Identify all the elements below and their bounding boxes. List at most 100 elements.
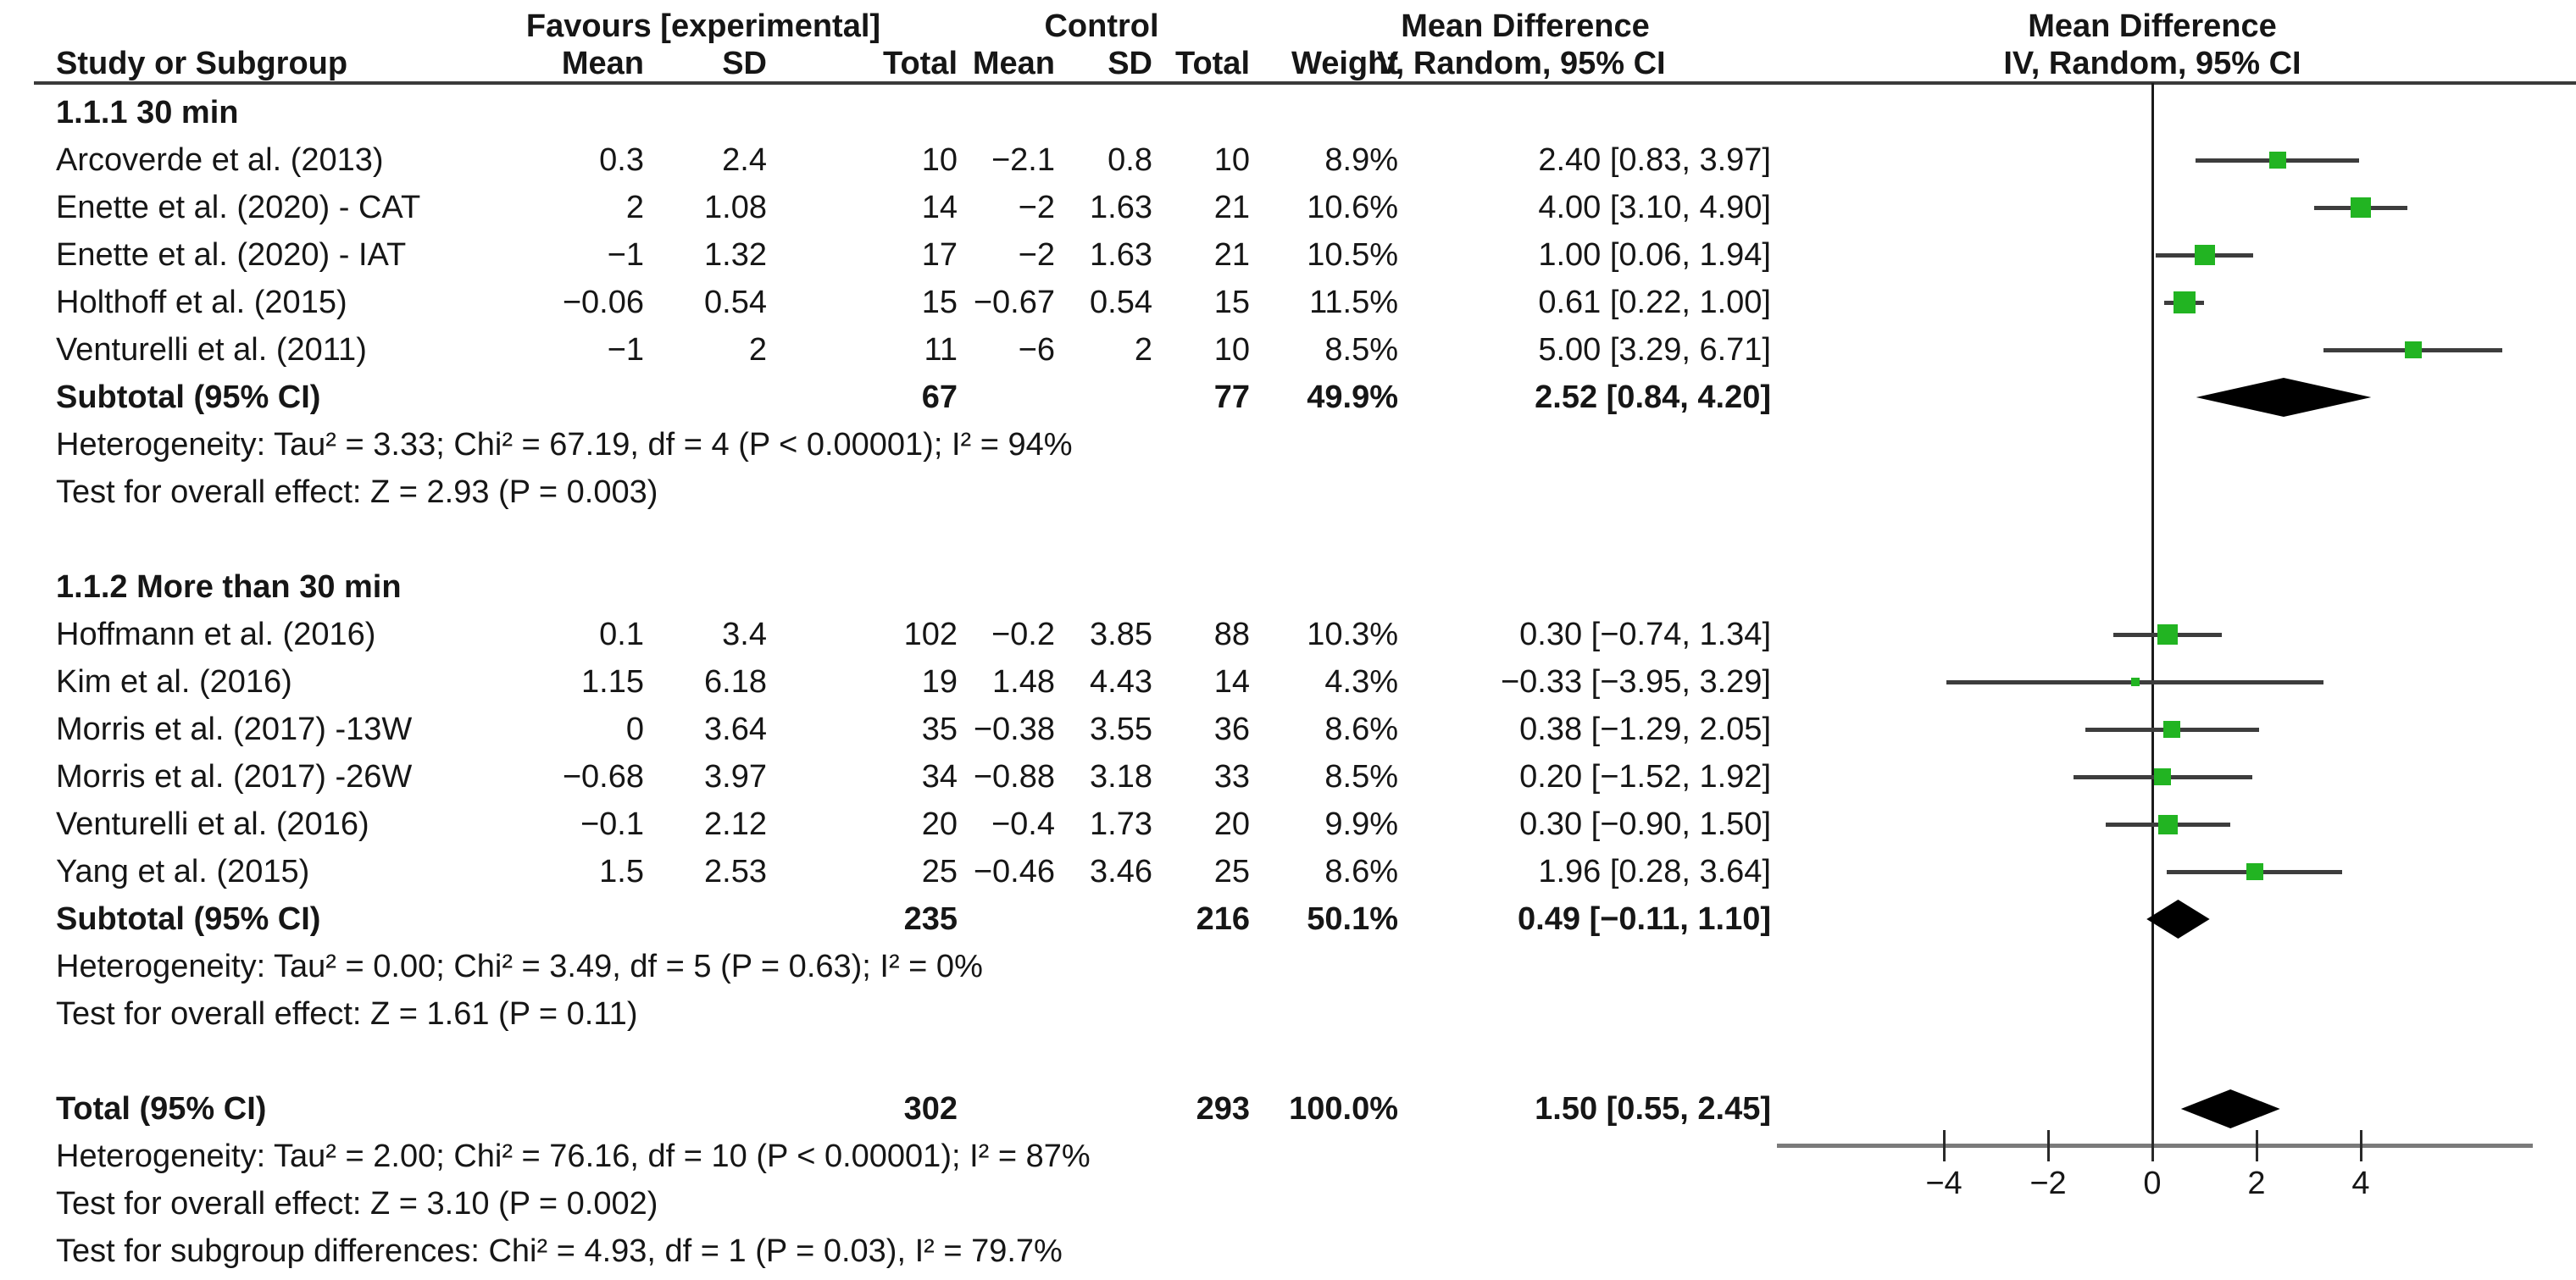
ctl-n-cell: 10 <box>1213 332 1250 368</box>
ctl-mean-cell: −0.88 <box>973 759 1055 795</box>
study-column-header: Study or Subgroup <box>56 46 348 81</box>
heterogeneity-row: Heterogeneity: Tau² = 0.00; Chi² = 3.49,… <box>0 943 2576 990</box>
exp-mean-header: Mean <box>561 46 644 81</box>
effect-square <box>2404 341 2422 358</box>
zero-reference-line <box>2151 83 2154 1144</box>
study-label: Venturelli et al. (2011) <box>56 332 367 368</box>
total-row: Total (95% CI) 302 293 100.0% 1.50 [0.55, 2.… <box>0 1085 2576 1133</box>
weight-cell: 8.5% <box>1324 332 1398 368</box>
effect-square <box>2154 768 2172 785</box>
effect-square <box>2351 197 2371 218</box>
ctl-n-cell: 216 <box>1196 901 1250 937</box>
ctl-mean-header: Mean <box>972 46 1055 81</box>
study-row: Enette et al. (2020) - IAT −1 1.32 17 −2 1.63… <box>0 231 2576 279</box>
subgroup-title-row: 1.1.2 More than 30 min <box>0 563 2576 611</box>
exp-n-cell: 10 <box>921 142 958 178</box>
exp-sd-cell: 2.53 <box>704 854 767 889</box>
header-rule <box>34 81 2576 85</box>
axis-tick-label: 0 <box>2143 1166 2162 1201</box>
ci-cell: 0.49 [−0.11, 1.10] <box>1518 901 1771 937</box>
weight-column-header: Weight <box>1291 46 1398 81</box>
exp-mean-cell: −0.06 <box>562 285 644 320</box>
ctl-n-cell: 20 <box>1213 806 1250 842</box>
total-diamond <box>2180 1089 2280 1128</box>
exp-sd-cell: 6.18 <box>704 664 767 700</box>
exp-mean-cell: −1 <box>607 237 644 273</box>
footnote-row: Test for subgroup differences: Chi² = 4.… <box>0 1227 2576 1275</box>
ci-cell: 1.00 [0.06, 1.94] <box>1538 237 1771 273</box>
spacer-row <box>0 516 2576 563</box>
plot-method-header: IV, Random, 95% CI <box>2003 46 2301 81</box>
exp-n-cell: 102 <box>903 617 958 652</box>
subgroup-title: 1.1.1 30 min <box>56 95 239 130</box>
ctl-sd-cell: 1.73 <box>1090 806 1152 842</box>
footnote-row: Heterogeneity: Tau² = 2.00; Chi² = 76.16… <box>0 1133 2576 1180</box>
ctl-n-cell: 25 <box>1213 854 1250 889</box>
study-label: Venturelli et al. (2016) <box>56 806 369 842</box>
overall-effect-row: Test for overall effect: Z = 1.61 (P = 0… <box>0 990 2576 1038</box>
ctl-sd-cell: 3.85 <box>1090 617 1152 652</box>
ci-cell: 1.96 [0.28, 3.64] <box>1538 854 1771 889</box>
exp-n-cell: 25 <box>921 854 958 889</box>
study-row: Arcoverde et al. (2013) 0.3 2.4 10 −2.1 0.8 10… <box>0 136 2576 184</box>
ctl-mean-cell: −0.2 <box>991 617 1055 652</box>
ctl-total-header: Total <box>1175 46 1250 81</box>
study-label: Yang et al. (2015) <box>56 854 310 889</box>
weight-cell: 49.9% <box>1307 380 1398 415</box>
ctl-mean-cell: −2 <box>1018 237 1055 273</box>
weight-cell: 8.5% <box>1324 759 1398 795</box>
exp-n-cell: 35 <box>921 712 958 747</box>
ctl-sd-cell: 3.46 <box>1090 854 1152 889</box>
exp-n-cell: 15 <box>921 285 958 320</box>
total-overall-effect-text: Test for overall effect: Z = 3.10 (P = 0… <box>56 1186 658 1222</box>
exp-sd-cell: 0.54 <box>704 285 767 320</box>
exp-mean-cell: 1.15 <box>581 664 644 700</box>
exp-sd-cell: 2 <box>748 332 767 368</box>
study-label: Arcoverde et al. (2013) <box>56 142 384 178</box>
total-label: Total (95% CI) <box>56 1091 267 1127</box>
effect-square <box>2163 721 2181 738</box>
effect-square <box>2157 624 2179 645</box>
effect-square <box>2246 863 2263 880</box>
subgroup-differences-text: Test for subgroup differences: Chi² = 4.… <box>56 1233 1063 1269</box>
ctl-mean-cell: −6 <box>1018 332 1055 368</box>
exp-n-cell: 235 <box>903 901 958 937</box>
heterogeneity-text: Heterogeneity: Tau² = 3.33; Chi² = 67.19… <box>56 427 1073 463</box>
ctl-mean-cell: −0.67 <box>973 285 1055 320</box>
ci-cell: 0.30 [−0.74, 1.34] <box>1519 617 1771 652</box>
exp-mean-cell: −0.68 <box>562 759 644 795</box>
exp-n-cell: 17 <box>921 237 958 273</box>
study-row: Venturelli et al. (2011) −1 2 11 −6 2 10 8.5% 5.… <box>0 326 2576 374</box>
exp-mean-cell: 1.5 <box>599 854 644 889</box>
ctl-sd-cell: 1.63 <box>1090 237 1152 273</box>
weight-cell: 10.3% <box>1307 617 1398 652</box>
ctl-sd-cell: 1.63 <box>1090 190 1152 225</box>
subtotal-row: Subtotal (95% CI) 235 216 50.1% 0.49 [−0.11,… <box>0 895 2576 943</box>
axis-tick <box>2359 1130 2362 1161</box>
effect-square <box>2173 291 2196 313</box>
exp-n-cell: 302 <box>903 1091 958 1127</box>
spacer-row <box>0 1038 2576 1085</box>
ctl-n-cell: 15 <box>1213 285 1250 320</box>
ctl-n-cell: 21 <box>1213 237 1250 273</box>
overall-effect-text: Test for overall effect: Z = 1.61 (P = 0… <box>56 996 638 1032</box>
study-row: Yang et al. (2015) 1.5 2.53 25 −0.46 3.46 25 8.… <box>0 848 2576 895</box>
exp-n-cell: 67 <box>921 380 958 415</box>
weight-cell: 11.5% <box>1309 285 1398 320</box>
study-row: Venturelli et al. (2016) −0.1 2.12 20 −0.4 1.… <box>0 801 2576 848</box>
x-axis-line <box>1777 1144 2533 1148</box>
overall-effect-text: Test for overall effect: Z = 2.93 (P = 0… <box>56 474 658 510</box>
axis-tick <box>1942 1130 1946 1161</box>
weight-cell: 100.0% <box>1289 1091 1398 1127</box>
overall-effect-row: Test for overall effect: Z = 2.93 (P = 0… <box>0 468 2576 516</box>
subtotal-diamond <box>2196 378 2372 417</box>
study-label: Morris et al. (2017) -26W <box>56 759 413 795</box>
ctl-mean-cell: −0.46 <box>973 854 1055 889</box>
ci-cell: 2.40 [0.83, 3.97] <box>1538 142 1771 178</box>
exp-n-cell: 20 <box>921 806 958 842</box>
footnote-row: Test for overall effect: Z = 3.10 (P = 0… <box>0 1180 2576 1227</box>
exp-mean-cell: 0 <box>625 712 644 747</box>
ctl-mean-cell: −2 <box>1018 190 1055 225</box>
weight-cell: 8.9% <box>1324 142 1398 178</box>
